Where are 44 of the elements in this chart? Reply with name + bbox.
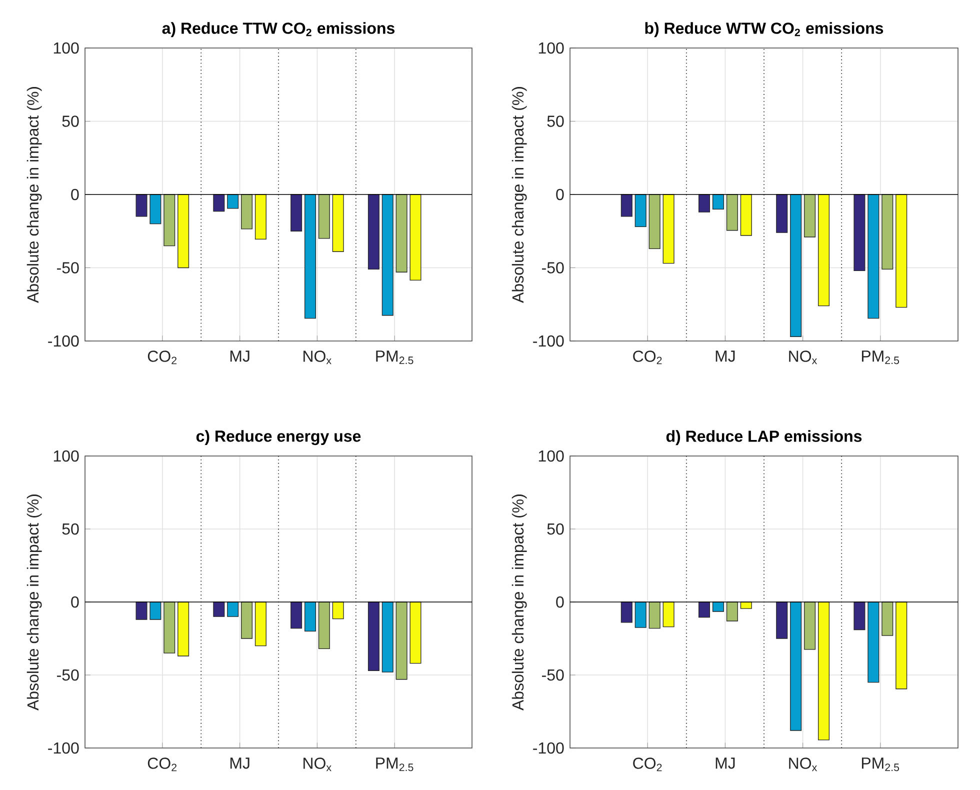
x-tick-label: NO$_{x}$ xyxy=(304,350,332,364)
y-tick-label: 0 xyxy=(71,596,79,608)
chart-title: c) Reduce energy use xyxy=(196,430,361,446)
chart-title: a) Reduce TTW CO$_{2}$ emissions xyxy=(162,22,394,38)
y-axis-title: Absolute change in impact (%) xyxy=(26,87,42,303)
y-tick-label: -100 xyxy=(48,742,79,754)
chart-title: b) Reduce WTW CO$_{2}$ emissions xyxy=(645,22,884,38)
y-tick-label: -50 xyxy=(542,262,564,274)
x-tick-label: MJ xyxy=(716,758,735,769)
x-tick-label: PM$_{2.5}$ xyxy=(376,758,414,772)
y-axis-title: Absolute change in impact (%) xyxy=(512,87,527,303)
chart-title: d) Reduce LAP emissions xyxy=(666,430,862,446)
y-tick-label: -50 xyxy=(56,669,79,681)
x-tick-label: PM$_{2.5}$ xyxy=(862,350,900,364)
y-tick-label: 0 xyxy=(556,596,564,608)
x-tick-label: PM$_{2.5}$ xyxy=(376,350,414,364)
y-tick-label: 100 xyxy=(538,450,564,462)
x-tick-label: PM$_{2.5}$ xyxy=(862,758,900,772)
y-tick-label: -100 xyxy=(533,742,564,754)
y-tick-label: 50 xyxy=(62,523,79,535)
y-tick-label: 100 xyxy=(54,42,79,54)
y-tick-label: 100 xyxy=(54,450,79,462)
y-tick-label: -100 xyxy=(48,335,79,347)
y-tick-label: 0 xyxy=(71,188,79,200)
y-axis-title: Absolute change in impact (%) xyxy=(26,494,42,710)
x-tick-label: NO$_{x}$ xyxy=(304,758,332,772)
y-tick-label: 50 xyxy=(62,116,79,127)
x-tick-label: NO$_{x}$ xyxy=(789,350,818,364)
x-tick-label: MJ xyxy=(230,758,250,769)
y-tick-label: 0 xyxy=(556,188,564,200)
x-tick-label: CO$_{2}$ xyxy=(148,758,176,772)
y-tick-label: 100 xyxy=(538,42,564,54)
y-tick-label: -100 xyxy=(533,335,564,347)
y-tick-label: 50 xyxy=(547,116,564,127)
x-tick-label: NO$_{x}$ xyxy=(789,758,818,772)
x-tick-label: CO$_{2}$ xyxy=(633,350,662,364)
x-tick-label: MJ xyxy=(716,350,735,362)
y-axis-title: Absolute change in impact (%) xyxy=(512,494,527,710)
y-tick-label: 50 xyxy=(547,523,564,535)
x-tick-label: CO$_{2}$ xyxy=(148,350,176,364)
x-tick-label: CO$_{2}$ xyxy=(633,758,662,772)
y-tick-label: -50 xyxy=(56,262,79,274)
x-tick-label: MJ xyxy=(230,350,250,362)
y-tick-label: -50 xyxy=(542,669,564,681)
